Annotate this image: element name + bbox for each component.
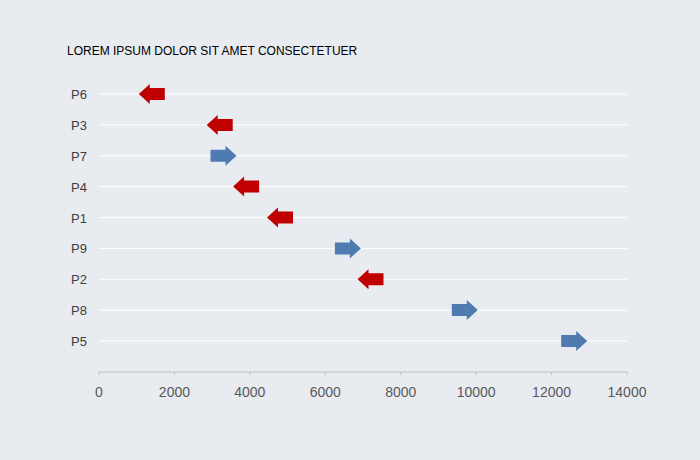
grid-line (99, 94, 627, 95)
tick-mark (551, 372, 552, 375)
arrow-marker (358, 269, 384, 289)
marks (139, 84, 587, 351)
category-label: P1 (71, 211, 87, 226)
tick-label: 6000 (310, 384, 341, 400)
tick-label: 10000 (457, 384, 496, 400)
arrow-marker (267, 208, 293, 228)
category-label: P8 (71, 303, 87, 318)
arrow-marker (233, 177, 259, 197)
arrow-marker (452, 300, 478, 320)
category-label: P9 (71, 241, 87, 256)
tick-mark (174, 372, 175, 375)
tick-mark (627, 372, 628, 375)
tick-label: 12000 (532, 384, 571, 400)
arrow-marker (561, 331, 587, 351)
grid-line (99, 248, 627, 249)
category-label: P2 (71, 272, 87, 287)
chart: LOREM IPSUM DOLOR SIT AMET CONSECTETUER P… (0, 0, 700, 460)
category-label: P7 (71, 149, 87, 164)
grid-line (99, 341, 627, 342)
arrow-marker (207, 115, 233, 135)
tick-label: 14000 (608, 384, 647, 400)
tick-label: 0 (95, 384, 103, 400)
arrow-marker (139, 84, 165, 104)
arrow-marker (335, 238, 361, 258)
arrow-marker (211, 146, 237, 166)
background (0, 0, 700, 460)
x-axis (99, 372, 627, 373)
grid-line (99, 310, 627, 311)
grid-line (99, 217, 627, 218)
tick-mark (249, 372, 250, 375)
title: LOREM IPSUM DOLOR SIT AMET CONSECTETUER (67, 44, 358, 58)
tick-mark (476, 372, 477, 375)
category-label: P4 (71, 180, 87, 195)
category-label: P6 (71, 87, 87, 102)
tick-mark (400, 372, 401, 375)
category-label: P5 (71, 334, 87, 349)
tick-label: 8000 (385, 384, 416, 400)
tick-mark (325, 372, 326, 375)
grid-line (99, 186, 627, 187)
tick-mark (99, 372, 100, 375)
tick-label: 2000 (159, 384, 190, 400)
grid-line (99, 155, 627, 156)
grid-line (99, 124, 627, 125)
tick-label: 4000 (234, 384, 265, 400)
category-label: P3 (71, 118, 87, 133)
